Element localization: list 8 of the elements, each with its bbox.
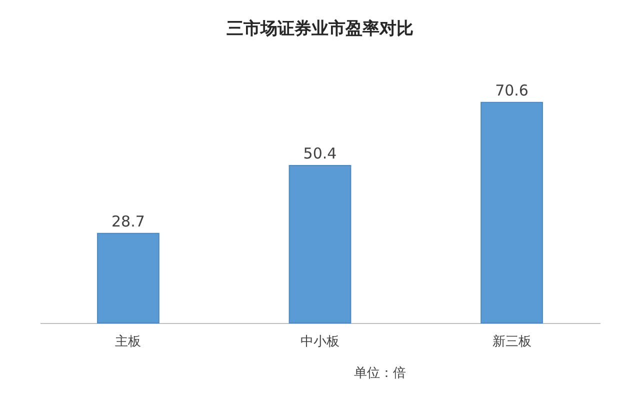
data-label: 28.7 — [112, 212, 145, 230]
x-tick-label: 中小板 — [300, 334, 340, 350]
data-label: 50.4 — [303, 144, 337, 162]
text: 单位：倍 — [354, 366, 406, 381]
chart-title: 三市场证券业市盈率对比 — [226, 19, 414, 39]
data-label: 70.6 — [495, 81, 528, 100]
x-tick-label: 新三板 — [492, 334, 532, 350]
x-tick-label: 主板 — [115, 334, 142, 350]
